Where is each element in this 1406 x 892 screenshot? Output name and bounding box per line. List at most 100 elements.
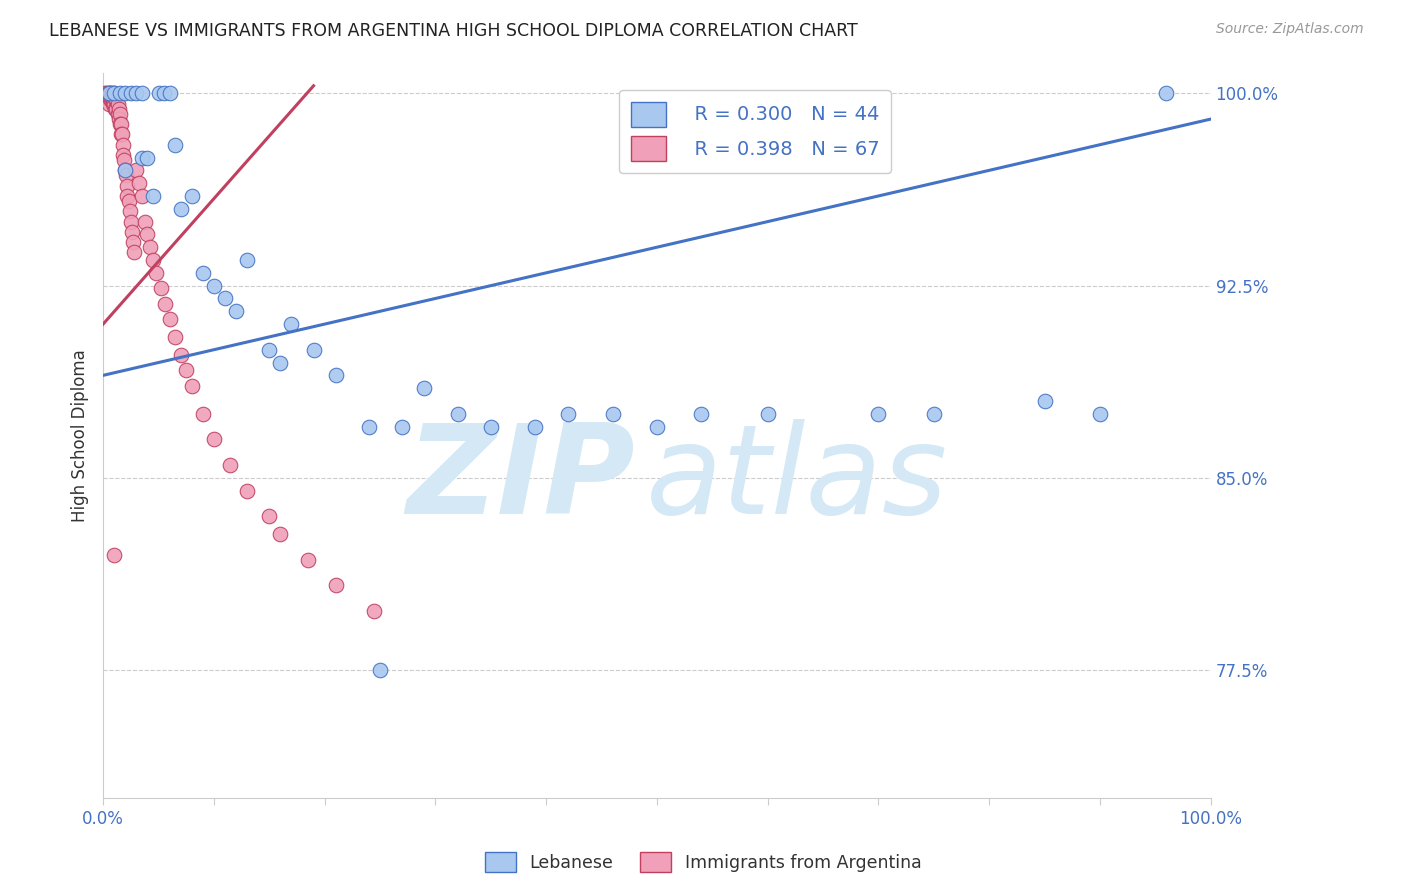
Point bbox=[645, 419, 668, 434]
Point bbox=[479, 419, 502, 434]
Point bbox=[125, 87, 148, 101]
Point bbox=[105, 102, 128, 116]
Point bbox=[97, 92, 120, 106]
Point bbox=[110, 128, 132, 142]
Point bbox=[169, 348, 191, 362]
Text: atlas: atlas bbox=[645, 418, 948, 540]
Point bbox=[413, 381, 436, 395]
Point bbox=[107, 107, 129, 121]
Point bbox=[524, 419, 547, 434]
Point bbox=[112, 148, 135, 162]
Point bbox=[112, 137, 135, 152]
Point bbox=[136, 227, 159, 242]
Y-axis label: High School Diploma: High School Diploma bbox=[72, 349, 89, 522]
Point bbox=[108, 87, 131, 101]
Point bbox=[103, 96, 125, 111]
Point bbox=[153, 296, 176, 310]
Point bbox=[108, 107, 131, 121]
Point bbox=[125, 163, 148, 178]
Point bbox=[104, 92, 127, 106]
Point bbox=[219, 458, 242, 472]
Point bbox=[325, 578, 347, 592]
Point bbox=[236, 253, 259, 268]
Point bbox=[114, 163, 136, 178]
Point bbox=[214, 292, 236, 306]
Point bbox=[131, 87, 153, 101]
Point bbox=[131, 189, 153, 203]
Point bbox=[165, 137, 187, 152]
Point bbox=[103, 87, 125, 101]
Text: Source: ZipAtlas.com: Source: ZipAtlas.com bbox=[1216, 22, 1364, 37]
Point bbox=[131, 151, 153, 165]
Point bbox=[159, 87, 181, 101]
Text: LEBANESE VS IMMIGRANTS FROM ARGENTINA HIGH SCHOOL DIPLOMA CORRELATION CHART: LEBANESE VS IMMIGRANTS FROM ARGENTINA HI… bbox=[49, 22, 858, 40]
Point bbox=[101, 87, 124, 101]
Point bbox=[225, 304, 247, 318]
Point bbox=[1033, 394, 1056, 409]
Point bbox=[101, 92, 124, 106]
Point bbox=[169, 202, 191, 216]
Point bbox=[202, 278, 225, 293]
Point bbox=[122, 235, 145, 249]
Point bbox=[145, 266, 167, 280]
Point bbox=[868, 407, 890, 421]
Text: ZIP: ZIP bbox=[406, 418, 634, 540]
Legend:   R = 0.300   N = 44,   R = 0.398   N = 67: R = 0.300 N = 44, R = 0.398 N = 67 bbox=[619, 90, 891, 173]
Point bbox=[202, 433, 225, 447]
Point bbox=[191, 266, 214, 280]
Point bbox=[269, 527, 291, 541]
Point bbox=[111, 128, 134, 142]
Point bbox=[142, 253, 165, 268]
Point bbox=[108, 117, 131, 131]
Point bbox=[357, 419, 380, 434]
Point bbox=[114, 87, 136, 101]
Point bbox=[136, 151, 159, 165]
Point bbox=[100, 92, 122, 106]
Point bbox=[297, 553, 319, 567]
Point bbox=[112, 153, 135, 167]
Point bbox=[110, 117, 132, 131]
Point bbox=[101, 96, 124, 111]
Point bbox=[280, 317, 302, 331]
Point bbox=[98, 92, 121, 106]
Point bbox=[103, 87, 125, 101]
Point bbox=[180, 189, 202, 203]
Point bbox=[148, 87, 170, 101]
Point bbox=[96, 87, 118, 101]
Point bbox=[100, 87, 122, 101]
Point bbox=[149, 281, 172, 295]
Point bbox=[446, 407, 468, 421]
Point bbox=[153, 87, 176, 101]
Point bbox=[236, 483, 259, 498]
Point bbox=[107, 112, 129, 127]
Point bbox=[107, 102, 129, 116]
Point bbox=[391, 419, 413, 434]
Point bbox=[97, 87, 120, 101]
Point bbox=[121, 225, 143, 239]
Point bbox=[117, 178, 139, 193]
Point bbox=[180, 378, 202, 392]
Point bbox=[1088, 407, 1111, 421]
Point bbox=[557, 407, 579, 421]
Point bbox=[174, 363, 197, 377]
Point bbox=[120, 214, 142, 228]
Point bbox=[97, 96, 120, 111]
Point bbox=[98, 87, 121, 101]
Point bbox=[97, 87, 120, 101]
Point bbox=[122, 245, 145, 260]
Point bbox=[363, 604, 385, 618]
Point bbox=[922, 407, 945, 421]
Point bbox=[159, 312, 181, 326]
Point bbox=[128, 176, 150, 190]
Point bbox=[269, 355, 291, 369]
Point bbox=[117, 189, 139, 203]
Point bbox=[325, 368, 347, 383]
Point bbox=[107, 96, 129, 111]
Point bbox=[120, 87, 142, 101]
Point bbox=[105, 92, 128, 106]
Point bbox=[104, 102, 127, 116]
Point bbox=[191, 407, 214, 421]
Point bbox=[165, 330, 187, 344]
Point bbox=[117, 194, 139, 208]
Point bbox=[118, 204, 141, 219]
